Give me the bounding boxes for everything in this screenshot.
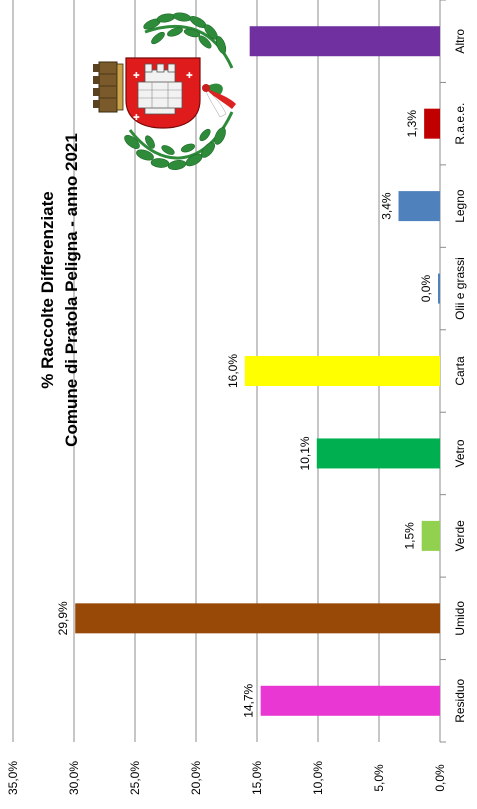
data-label: 16,0%	[226, 354, 240, 388]
data-label: 3,4%	[380, 192, 394, 220]
data-label: 10,1%	[298, 436, 312, 470]
chart-subtitle: Comune di Pratola Peligna - anno 2021	[62, 133, 81, 447]
bar-r-a-e-e-	[424, 108, 440, 139]
category-label: R.a.e.e.	[453, 103, 467, 145]
value-tick-label: 25,0%	[128, 761, 142, 795]
bar-altro	[249, 26, 440, 57]
bar-verde	[421, 520, 440, 551]
category-label: Umido	[453, 601, 467, 636]
tricolor-ribbon-icon	[202, 83, 236, 118]
pratola-peligna-coat-of-arms: ✚ ✚ ✚	[93, 12, 236, 170]
data-label: 29,9%	[56, 601, 70, 635]
value-tick-label: 10,0%	[311, 761, 325, 795]
value-tick-label: 15,0%	[250, 761, 264, 795]
category-label: Vetro	[453, 439, 467, 467]
bars	[75, 26, 440, 716]
laurel-wreath-icon	[124, 12, 234, 170]
bar-carta	[244, 356, 440, 386]
bar-vetro	[316, 438, 440, 469]
category-label: Verde	[453, 520, 467, 552]
shield-icon: ✚ ✚ ✚	[125, 57, 201, 129]
svg-text:✚: ✚	[186, 71, 193, 80]
category-label: Residuo	[453, 678, 467, 722]
bar-olii-e-grassi	[438, 273, 440, 304]
data-labels: 14,7% 29,9% 1,5% 10,1% 16,0% 0,0% 3,4% 1,3%	[56, 110, 433, 718]
data-label: 1,5%	[403, 522, 417, 550]
chart-title: % Raccolte Differenziate	[38, 191, 57, 388]
category-label: Legno	[453, 189, 467, 223]
axis-lines	[439, 0, 446, 743]
svg-text:✚: ✚	[133, 71, 140, 80]
bar-umido	[75, 603, 440, 634]
value-tick-label: 35,0%	[6, 761, 20, 795]
svg-text:✚: ✚	[133, 113, 140, 122]
bar-residuo	[260, 685, 440, 716]
value-tick-label: 20,0%	[189, 761, 203, 795]
crown-icon	[93, 61, 124, 113]
value-tick-label: 0,0%	[433, 764, 447, 792]
category-label: Olii e grassi	[453, 257, 467, 320]
bar-legno	[398, 191, 440, 222]
value-tick-label: 5,0%	[372, 764, 386, 792]
data-label: 0,0%	[419, 275, 433, 303]
data-label: 14,7%	[242, 683, 256, 717]
data-label: 1,3%	[405, 110, 419, 138]
value-tick-labels: 0,0% 5,0% 10,0% 15,0% 20,0% 25,0% 30,0% 35,0%	[6, 761, 447, 795]
category-label: Altro	[453, 29, 467, 54]
chart-title-group: % Raccolte Differenziate Comune di Prato…	[38, 133, 81, 447]
category-label: Carta	[453, 356, 467, 386]
category-labels: Residuo Umido Verde Vetro Carta Olii e grassi…	[453, 29, 467, 723]
value-tick-label: 30,0%	[67, 761, 81, 795]
